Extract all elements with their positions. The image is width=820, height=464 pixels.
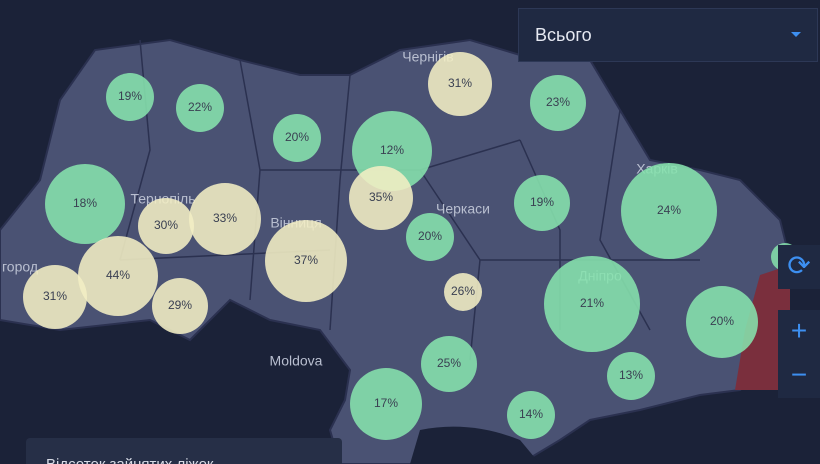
bubble bbox=[514, 175, 570, 231]
bubble-label: 29% bbox=[168, 298, 192, 312]
place-label: Moldova bbox=[270, 353, 323, 369]
bubble bbox=[421, 336, 477, 392]
dropdown-arrow bbox=[791, 32, 801, 37]
bubble bbox=[530, 75, 586, 131]
bubble bbox=[350, 368, 422, 440]
bubble bbox=[106, 73, 154, 121]
bubble-label: 12% bbox=[380, 143, 404, 157]
bubble-label: 26% bbox=[451, 284, 475, 298]
zoom-out-button[interactable]: − bbox=[778, 354, 820, 398]
legend-panel: Відсоток зайнятих ліжок bbox=[26, 438, 342, 464]
zoom-in-button[interactable]: + bbox=[778, 310, 820, 354]
bubble bbox=[607, 352, 655, 400]
bubble bbox=[265, 220, 347, 302]
bubble-label: 14% bbox=[519, 407, 543, 421]
bubble-label: 33% bbox=[213, 211, 237, 225]
bubble bbox=[544, 256, 640, 352]
occupied-area bbox=[735, 265, 790, 390]
bubble bbox=[444, 273, 482, 311]
bubble bbox=[152, 278, 208, 334]
sea bbox=[410, 426, 540, 464]
bubble bbox=[406, 213, 454, 261]
bubble bbox=[45, 164, 125, 244]
bubble-label: 37% bbox=[294, 253, 318, 267]
legend-title: Відсоток зайнятих ліжок bbox=[46, 456, 214, 464]
bubble-label: 13% bbox=[619, 368, 643, 382]
bubble-label: 23% bbox=[546, 95, 570, 109]
bubble-label: 31% bbox=[448, 76, 472, 90]
refresh-button[interactable]: ⟳ bbox=[778, 245, 820, 289]
bubble-label: 22% bbox=[188, 100, 212, 114]
dropdown-value: Всього bbox=[535, 25, 592, 45]
bubble bbox=[507, 391, 555, 439]
bubble bbox=[189, 183, 261, 255]
bubble-label: 24% bbox=[657, 203, 681, 217]
bubble bbox=[273, 114, 321, 162]
place-label: Черкаси bbox=[436, 201, 490, 217]
region-dropdown[interactable]: Всього bbox=[518, 8, 818, 62]
bubble-label: 35% bbox=[369, 190, 393, 204]
bubble-label: 20% bbox=[710, 314, 734, 328]
bubble-label: 30% bbox=[154, 218, 178, 232]
bubble bbox=[138, 198, 194, 254]
bubble-label: 20% bbox=[285, 130, 309, 144]
bubble-label: 17% bbox=[374, 396, 398, 410]
bubble bbox=[686, 286, 758, 358]
bubble bbox=[78, 236, 158, 316]
bubble-label: 31% bbox=[43, 289, 67, 303]
place-label: город bbox=[2, 259, 38, 275]
bubble-label: 19% bbox=[530, 195, 554, 209]
bubble-label: 25% bbox=[437, 356, 461, 370]
bubble-label: 19% bbox=[118, 89, 142, 103]
bubble bbox=[23, 265, 87, 329]
bubble-label: 18% bbox=[73, 196, 97, 210]
bubble-label: 44% bbox=[106, 268, 130, 282]
bubble bbox=[176, 84, 224, 132]
bubble bbox=[428, 52, 492, 116]
bubble-label: 21% bbox=[580, 296, 604, 310]
bubble bbox=[349, 166, 413, 230]
bubble-label: 20% bbox=[418, 229, 442, 243]
bubble bbox=[621, 163, 717, 259]
